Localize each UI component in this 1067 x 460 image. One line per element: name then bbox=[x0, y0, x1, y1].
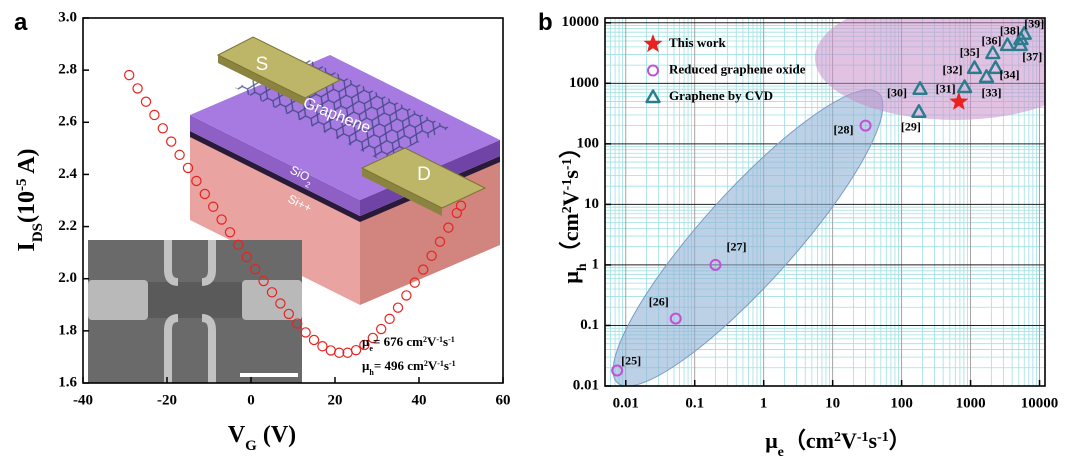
annotation-part: -1 bbox=[449, 359, 456, 368]
panel-label: b bbox=[538, 9, 553, 36]
x-tick-label: 0.1 bbox=[685, 395, 704, 411]
y-axis-label-part: DS bbox=[30, 223, 46, 242]
y-tick-label: 10000 bbox=[562, 14, 600, 30]
point-label: [37] bbox=[1022, 50, 1042, 64]
y-axis-label-part: (10 bbox=[14, 191, 40, 223]
legend-label: Reduced graphene oxide bbox=[669, 61, 806, 76]
point-label: [36] bbox=[981, 34, 1001, 48]
inset-label: S bbox=[256, 54, 269, 75]
x-axis-label-part: ） bbox=[889, 428, 911, 453]
inset-label: D bbox=[417, 164, 431, 185]
point-label: [39] bbox=[1024, 16, 1044, 30]
y-axis-label-part: ） bbox=[558, 136, 583, 158]
y-tick-label: 2.6 bbox=[58, 114, 77, 130]
point-label: [26] bbox=[649, 294, 669, 308]
annotation-part: -1 bbox=[437, 359, 444, 368]
y-tick-label: 2.2 bbox=[58, 218, 77, 234]
point-label: [27] bbox=[726, 240, 746, 254]
point-label: [35] bbox=[960, 45, 980, 59]
y-tick-label: 1.6 bbox=[58, 374, 77, 390]
point-label: [30] bbox=[887, 86, 907, 100]
y-tick-label: 10 bbox=[584, 196, 599, 212]
y-axis-label-part: V bbox=[558, 190, 583, 206]
x-tick-label: 40 bbox=[412, 392, 427, 408]
x-tick-label: 1000 bbox=[956, 395, 986, 411]
y-tick-label: 1.8 bbox=[58, 322, 77, 338]
point-label: [33] bbox=[981, 86, 1001, 100]
figure: S D Graphene SiO2 Si++ -40-2002040601.61… bbox=[0, 0, 1067, 460]
x-tick-label: 0.01 bbox=[613, 395, 639, 411]
annotation-part: = 496 cm bbox=[374, 358, 424, 373]
x-tick-label: 20 bbox=[328, 392, 343, 408]
panel-label: a bbox=[14, 9, 28, 36]
x-axis-label-part: -1 bbox=[877, 430, 889, 445]
sem-pad bbox=[88, 280, 148, 320]
point-label: [32] bbox=[943, 63, 963, 77]
point-label: [38] bbox=[1000, 24, 1020, 38]
y-tick-label: 0.01 bbox=[573, 377, 599, 393]
y-axis-label-part: I bbox=[14, 242, 40, 251]
x-tick-label: 0 bbox=[247, 392, 255, 408]
y-tick-label: 0.1 bbox=[580, 317, 599, 333]
point-label: [31] bbox=[936, 82, 956, 96]
y-axis-label-part: h bbox=[575, 263, 590, 271]
x-axis-label-part: (V) bbox=[257, 422, 296, 448]
x-axis-label-part: （cm bbox=[784, 428, 834, 453]
point-label: [34] bbox=[1000, 68, 1020, 82]
x-axis-label-part: 2 bbox=[834, 430, 841, 445]
x-tick-label: 60 bbox=[496, 392, 511, 408]
y-tick-label: 2.0 bbox=[58, 270, 77, 286]
x-axis-label-part: V bbox=[228, 422, 246, 448]
y-axis-label-part: -1 bbox=[560, 158, 575, 170]
y-tick-label: 3.0 bbox=[58, 9, 77, 25]
y-tick-label: 1000 bbox=[569, 75, 599, 91]
x-axis-label-part: μ bbox=[765, 428, 778, 453]
legend-label: Graphene by CVD bbox=[669, 88, 773, 103]
x-axis-label-part: -1 bbox=[857, 430, 869, 445]
y-axis-label-part: -1 bbox=[560, 179, 575, 191]
x-tick-label: 10000 bbox=[1021, 395, 1059, 411]
annotation-part: -1 bbox=[436, 335, 443, 344]
x-tick-label: -40 bbox=[73, 392, 93, 408]
sem-image bbox=[88, 240, 302, 383]
point-label: [25] bbox=[621, 353, 641, 367]
point-label: [28] bbox=[834, 122, 854, 136]
x-axis-label-part: G bbox=[245, 438, 257, 454]
y-axis-label-part: 2 bbox=[560, 206, 575, 213]
x-tick-label: 10 bbox=[825, 395, 840, 411]
y-axis-label-part: μ bbox=[558, 271, 583, 284]
annotation-part: -1 bbox=[448, 335, 455, 344]
y-axis-label-part: （cm bbox=[558, 213, 583, 263]
y-tick-label: 2.4 bbox=[58, 166, 77, 182]
x-tick-label: -20 bbox=[157, 392, 177, 408]
legend-label: This work bbox=[669, 35, 726, 50]
annotation-part: = 676 cm bbox=[373, 334, 423, 349]
y-axis-label-part: A) bbox=[14, 148, 40, 178]
y-axis-label-part: -5 bbox=[14, 178, 30, 191]
y-tick-label: 1 bbox=[592, 256, 600, 272]
x-axis-label-part: V bbox=[841, 428, 857, 453]
x-tick-label: 100 bbox=[890, 395, 913, 411]
point-label: [29] bbox=[901, 120, 921, 134]
x-tick-label: 1 bbox=[760, 395, 768, 411]
y-tick-label: 2.8 bbox=[58, 62, 77, 78]
